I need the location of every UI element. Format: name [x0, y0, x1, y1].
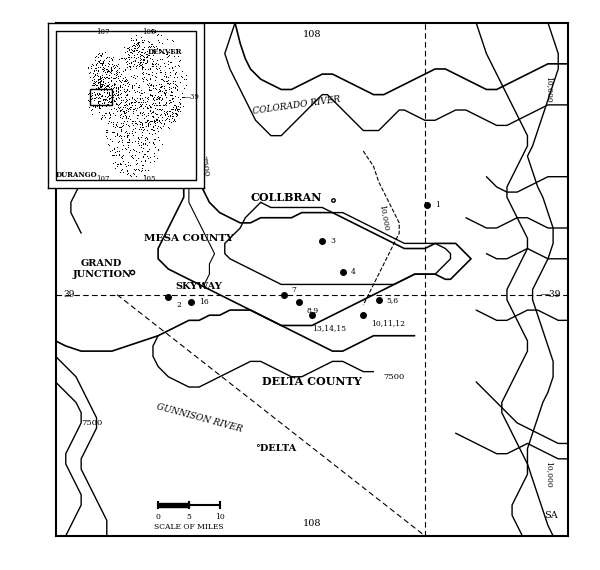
Text: 8,9: 8,9	[307, 306, 319, 314]
Text: 16: 16	[199, 298, 209, 307]
Text: COLORADO RIVER: COLORADO RIVER	[252, 94, 341, 116]
Text: 3: 3	[330, 237, 335, 245]
Text: COLLBRAN: COLLBRAN	[251, 192, 322, 203]
Text: 5: 5	[187, 513, 191, 521]
Text: 105: 105	[143, 175, 156, 183]
Text: 10,000: 10,000	[545, 461, 553, 487]
Text: 5,6: 5,6	[386, 296, 398, 304]
Text: SKYWAY: SKYWAY	[176, 283, 223, 291]
Text: SCALE OF MILES: SCALE OF MILES	[154, 523, 224, 531]
Text: 7500: 7500	[199, 155, 210, 178]
Text: DURANGO: DURANGO	[55, 171, 97, 179]
Text: 10: 10	[215, 513, 224, 521]
Text: 1: 1	[435, 201, 440, 209]
Text: 13,14,15: 13,14,15	[312, 324, 346, 332]
Text: DELTA COUNTY: DELTA COUNTY	[262, 376, 362, 388]
Text: 10,000: 10,000	[377, 204, 390, 231]
Text: —39: —39	[184, 93, 199, 101]
Text: 7: 7	[292, 286, 296, 294]
Text: GUNNISON RIVER: GUNNISON RIVER	[155, 402, 243, 434]
Text: 0: 0	[155, 513, 161, 521]
Text: 107: 107	[96, 175, 109, 183]
Text: 7500: 7500	[383, 373, 405, 381]
Text: DENVER: DENVER	[148, 48, 182, 56]
Text: MESA COUNTY: MESA COUNTY	[144, 234, 233, 243]
Text: SA: SA	[544, 511, 558, 520]
Text: 108: 108	[303, 31, 321, 39]
Text: —39: —39	[541, 290, 561, 299]
Text: GRAND
JUNCTION: GRAND JUNCTION	[72, 259, 131, 279]
Text: 39: 39	[63, 290, 74, 299]
Text: 105: 105	[143, 28, 156, 36]
Bar	[90, 89, 112, 105]
Text: 10,000: 10,000	[545, 76, 553, 103]
Text: 107: 107	[96, 28, 109, 36]
Text: 2: 2	[176, 301, 181, 309]
Text: 4: 4	[350, 267, 355, 276]
Text: 7500: 7500	[81, 419, 102, 427]
Text: 108: 108	[303, 519, 321, 528]
Text: °DELTA: °DELTA	[256, 444, 297, 453]
Text: 10,11,12: 10,11,12	[371, 319, 405, 327]
